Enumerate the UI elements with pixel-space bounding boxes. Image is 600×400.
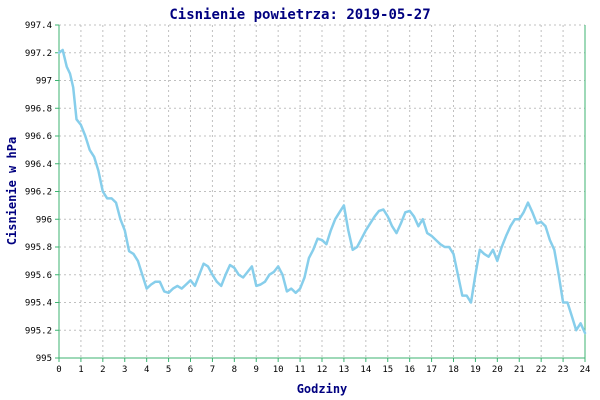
x-tick-label: 13 — [338, 365, 349, 375]
x-tick-label: 7 — [210, 365, 215, 375]
x-tick-label: 14 — [360, 365, 371, 375]
x-tick-label: 10 — [273, 365, 284, 375]
x-tick-label: 9 — [254, 365, 259, 375]
y-tick-label: 995.2 — [25, 326, 52, 336]
x-tick-label: 4 — [144, 365, 149, 375]
chart-title: Cisnienie powietrza: 2019-05-27 — [169, 7, 430, 23]
x-tick-label: 1 — [78, 365, 83, 375]
y-tick-label: 996.2 — [25, 188, 52, 198]
x-tick-label: 18 — [448, 365, 459, 375]
x-tick-label: 15 — [382, 365, 393, 375]
series-line — [57, 48, 587, 335]
y-tick-label: 996.6 — [25, 132, 52, 142]
y-tick-label: 995.4 — [25, 299, 52, 309]
x-tick-label: 16 — [404, 365, 415, 375]
y-tick-label: 995.6 — [25, 271, 52, 281]
series-group — [57, 48, 587, 335]
x-tick-label: 6 — [188, 365, 193, 375]
x-tick-label: 8 — [232, 365, 237, 375]
x-tick-labels: 0 1 2 3 4 5 6 7 8 9 10 11 12 13 14 15 16 17 18 19 20 21 22 23 24 — [56, 365, 590, 375]
x-axis-label: Godziny — [297, 382, 348, 396]
y-tick-label: 997 — [36, 77, 52, 87]
y-tick-label: 997.4 — [25, 21, 52, 31]
x-tick-label: 19 — [470, 365, 481, 375]
x-tick-label: 24 — [580, 365, 591, 375]
y-tick-label: 997.2 — [25, 49, 52, 59]
y-axis-label: Cisnienie w hPa — [5, 137, 19, 245]
x-tick-label: 17 — [426, 365, 437, 375]
y-tick-label: 996.8 — [25, 104, 52, 114]
y-tick-labels: 997.4 997.2 997 996.8 996.6 996.4 996.2 996 995.… — [25, 21, 52, 364]
y-tick-label: 996.4 — [25, 160, 52, 170]
x-tick-label: 21 — [514, 365, 525, 375]
axes — [55, 24, 586, 362]
x-tick-label: 23 — [558, 365, 569, 375]
x-tick-label: 5 — [166, 365, 171, 375]
x-tick-label: 20 — [492, 365, 503, 375]
x-tick-label: 2 — [100, 365, 105, 375]
x-tick-label: 12 — [317, 365, 328, 375]
y-tick-label: 996 — [36, 215, 52, 225]
x-tick-label: 11 — [295, 365, 306, 375]
grid — [59, 24, 586, 358]
y-tick-label: 995 — [36, 354, 52, 364]
x-tick-label: 3 — [122, 365, 127, 375]
x-tick-label: 0 — [56, 365, 61, 375]
y-tick-label: 995.8 — [25, 243, 52, 253]
x-tick-label: 22 — [536, 365, 547, 375]
